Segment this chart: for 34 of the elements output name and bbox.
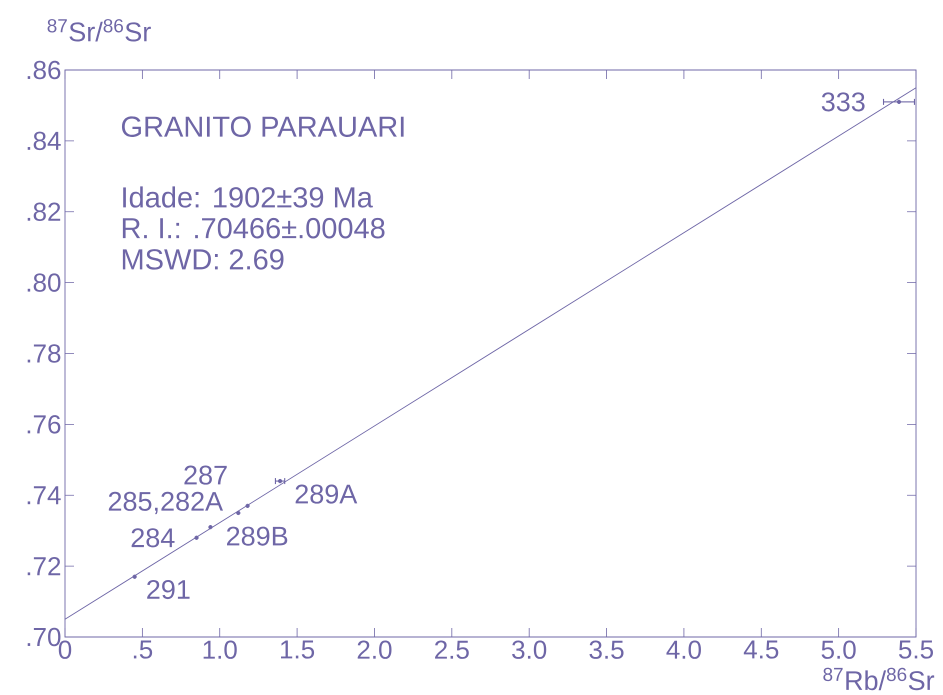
x-tick-label: 5.0 <box>822 640 856 659</box>
x-tick-label: 3.0 <box>512 640 546 659</box>
x-tick-label: 2.5 <box>435 640 469 659</box>
y-tick-label: .76 <box>28 415 60 434</box>
x-tick-label: 4.5 <box>744 640 778 659</box>
annotation: 285,282A <box>108 492 224 514</box>
annotation: 287 <box>184 466 227 485</box>
text: GRANITO PARAUARI <box>122 116 404 137</box>
y-tick-label: .80 <box>28 273 60 292</box>
x-tick-label: 1.0 <box>204 640 237 659</box>
y-axis-title: $^{87}$Sr/$^{86}$Sr <box>48 19 151 42</box>
annotation: 289B <box>227 526 288 546</box>
x-tick-label: 0 <box>58 640 72 659</box>
x-tick-label: .5 <box>134 640 152 659</box>
annotation: 291 <box>147 580 190 600</box>
y-tick-label: .74 <box>28 486 61 504</box>
annotation: MSWD: 2.69 <box>122 249 284 270</box>
annotation: Idade: 1902±39 Ma <box>123 186 373 208</box>
annotation: R. I.: .70466±.00048 <box>122 218 385 238</box>
annotation: 289A <box>296 484 358 504</box>
x-tick-label: 2.0 <box>358 640 392 659</box>
y-tick-label: .72 <box>28 557 60 576</box>
y-tick-label: .82 <box>28 202 60 221</box>
x-tick-label: 4.0 <box>666 640 701 659</box>
x-tick-label: 1.5 <box>281 640 314 659</box>
y-tick-label: .78 <box>28 344 60 363</box>
x-axis-title: $^{87}$Rb/$^{86}$Sr <box>823 668 934 690</box>
annotation: 333 <box>822 92 865 112</box>
y-tick-label: .84 <box>28 132 61 150</box>
x-tick-label: 5.5 <box>898 640 933 659</box>
y-tick-label: .70 <box>28 628 60 646</box>
x-tick-label: 3.5 <box>589 640 624 659</box>
y-tick-label: .86 <box>28 60 60 80</box>
annotation: 284 <box>132 528 175 548</box>
